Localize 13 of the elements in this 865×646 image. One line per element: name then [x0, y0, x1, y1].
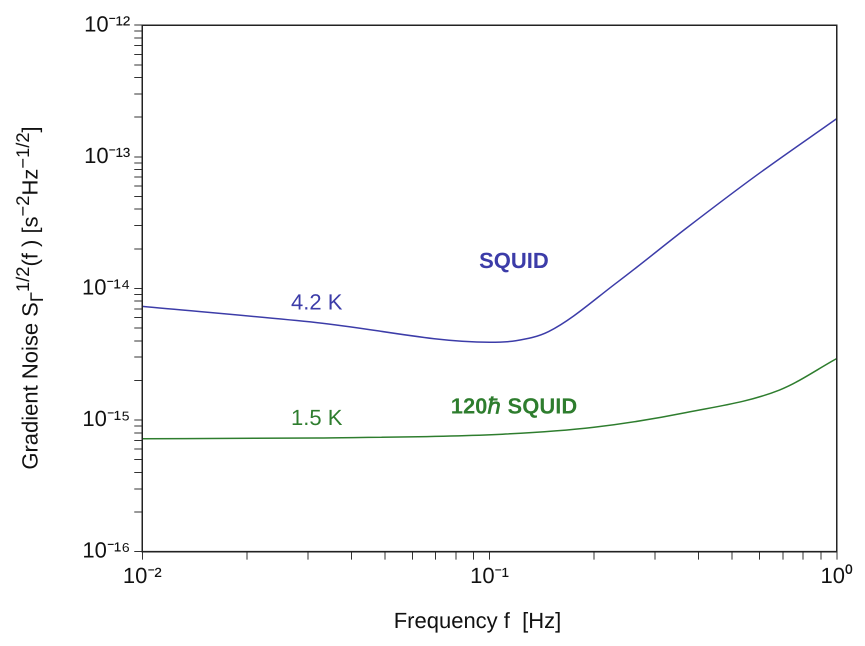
y-tick-label: 10⁻¹⁶: [82, 538, 130, 563]
x-tick-label: 10⁻¹: [470, 562, 509, 588]
y-tick-label: 10⁻¹⁵: [82, 406, 130, 432]
y-tick-label: 10⁻¹²: [84, 11, 130, 36]
text: SQUID: [479, 248, 549, 273]
annotation: 1.5 K: [291, 405, 343, 430]
x-axis-title: Frequency f [Hz]: [392, 608, 562, 634]
annotation: 4.2 K: [291, 290, 343, 315]
x-tick-label: 10⁻²: [122, 562, 162, 588]
x-tick-label: 10⁰: [820, 562, 854, 588]
series-label: 120ℏ SQUID: [450, 393, 578, 418]
y-tick-label: 10⁻¹⁴: [82, 274, 130, 300]
y-tick-label: 10⁻¹³: [84, 142, 130, 168]
